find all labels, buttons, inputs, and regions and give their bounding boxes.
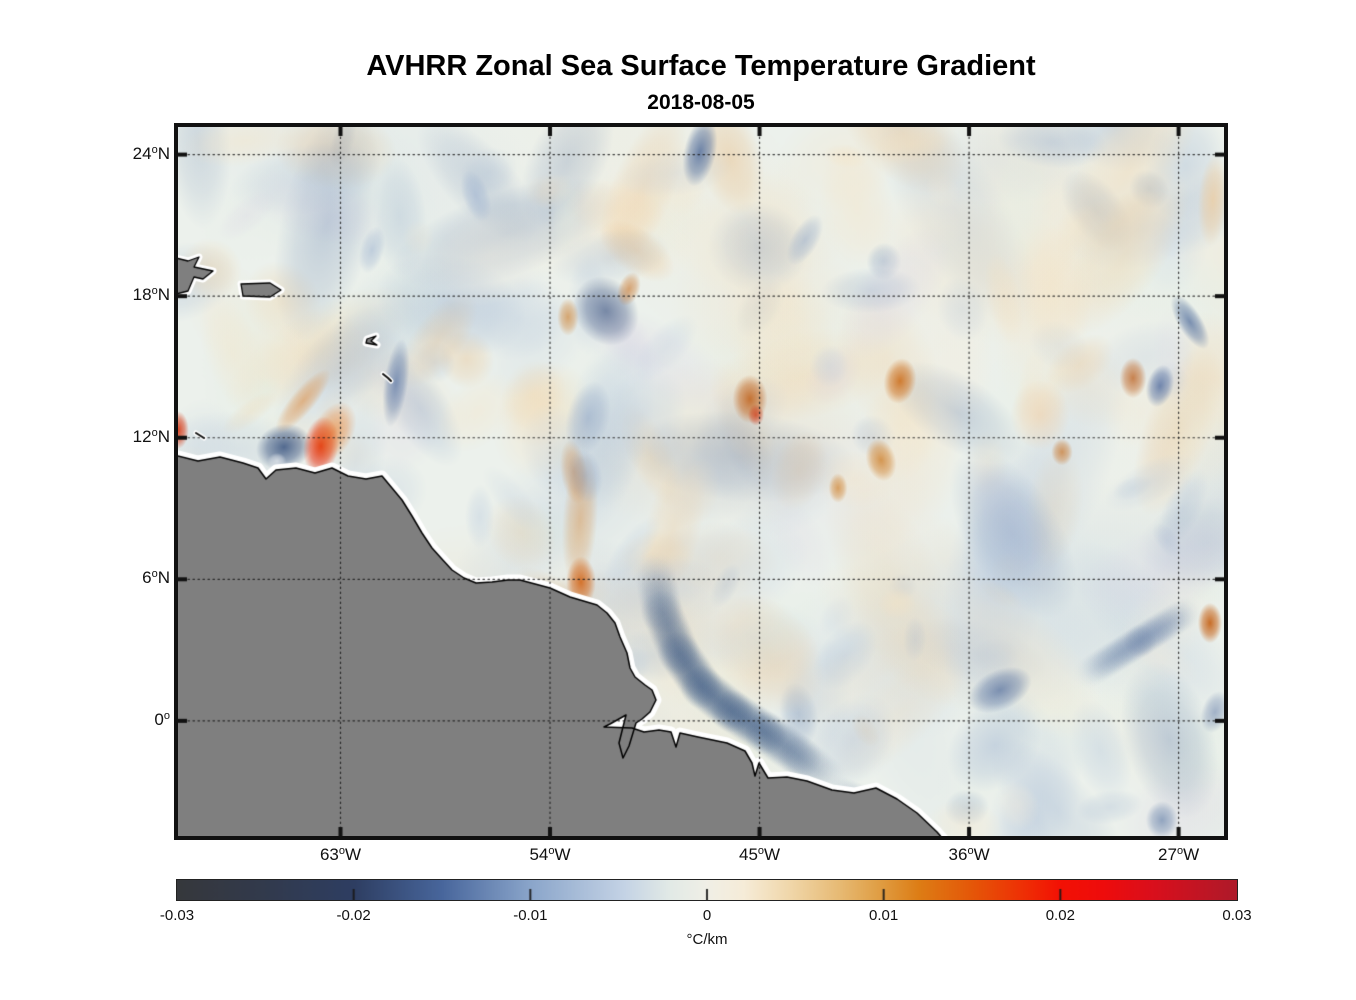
x-tick-label: 27oW [1158,845,1200,864]
y-tick-label: 0o [154,709,170,729]
x-tick-label: 36oW [948,845,990,864]
colorbar-unit-label: °C/km [686,931,728,948]
map-heatmap-canvas [178,127,1224,836]
x-tick-label: 45oW [739,845,781,864]
figure-date: 2018-08-05 [647,91,755,114]
colorbar-tick-label: 0 [702,907,712,924]
colorbar-tick-label: 0.02 [1045,907,1075,924]
colorbar-tick-label: -0.01 [513,907,548,924]
y-tick-label: 24oN [132,143,170,163]
figure-title: AVHRR Zonal Sea Surface Temperature Grad… [366,50,1036,82]
y-tick-label: 6oN [142,568,170,588]
colorbar-frame [176,879,1238,901]
colorbar-tick-label: 0.03 [1222,907,1252,924]
plot-frame [174,123,1228,840]
x-tick-label: 54oW [529,845,571,864]
y-tick-label: 18oN [132,285,170,305]
y-tick-label: 12oN [132,426,170,446]
colorbar-gradient-canvas [177,880,1237,900]
colorbar-tick-label: 0.01 [869,907,899,924]
colorbar-tick-label: -0.02 [336,907,371,924]
colorbar-tick-label: -0.03 [159,907,195,924]
x-tick-label: 63oW [319,845,362,864]
